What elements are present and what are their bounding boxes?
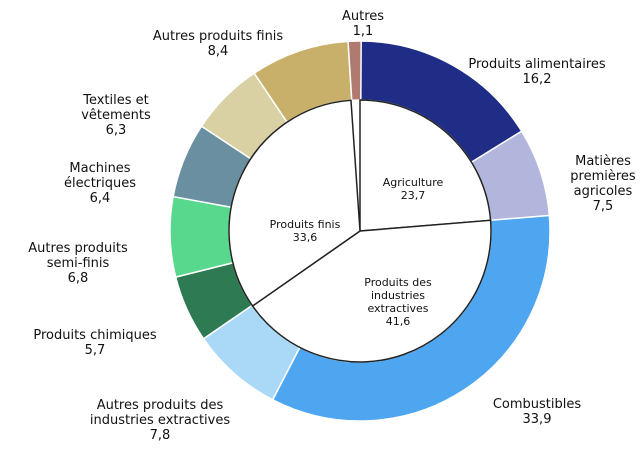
slice-label: Textiles et vêtements — [81, 93, 151, 123]
label-line: agricoles — [574, 184, 633, 199]
label-line: Autres produits finis — [153, 29, 284, 44]
value-label: 5,7 — [85, 343, 106, 358]
label-line: extractives — [367, 302, 428, 315]
label-line: industries extractives — [90, 413, 230, 428]
label-line: semi-finis — [47, 256, 110, 271]
value-label: 6,4 — [90, 191, 111, 206]
label-line: Produits finis — [270, 218, 341, 231]
slice-label: Autres produits semi-finis — [28, 241, 128, 271]
inner-sector — [228, 99, 361, 308]
value-label: 16,2 — [523, 72, 552, 87]
label-line: électriques — [64, 176, 136, 191]
label-line: Matières — [575, 154, 631, 169]
value-label: 6,8 — [68, 271, 89, 286]
slice-label: Matières premières agricoles — [570, 154, 636, 199]
slice-label: Autres produits finis — [153, 29, 284, 44]
slice-label: Produits alimentaires — [468, 57, 606, 72]
slice-label: Combustibles — [493, 397, 582, 412]
value-label: 23,7 — [401, 189, 426, 202]
slice-label: Machines électriques — [64, 161, 136, 191]
value-label: 41,6 — [386, 315, 411, 328]
label-line: Machines — [69, 161, 130, 176]
value-label: 7,8 — [150, 428, 171, 443]
slice-label: Produits chimiques — [33, 328, 156, 343]
label-line: Produits chimiques — [33, 328, 156, 343]
slice-label: Produits finis — [270, 218, 341, 231]
label-line: Produits des — [364, 276, 432, 289]
slice-label: Autres produits des industries extractive… — [90, 398, 230, 428]
ring-segment — [169, 195, 234, 279]
label-line: Agriculture — [383, 176, 444, 189]
slice-label: Agriculture — [383, 176, 444, 189]
label-line: vêtements — [81, 108, 151, 123]
label-line: Autres produits — [28, 241, 128, 256]
label-line: premières — [570, 169, 636, 184]
inner-sector — [359, 99, 492, 232]
inner-sector — [251, 219, 492, 363]
label-line: Combustibles — [493, 397, 582, 412]
label-line: Produits alimentaires — [468, 57, 606, 72]
value-label: 6,3 — [106, 123, 127, 138]
value-label: 33,9 — [523, 412, 552, 427]
value-label: 7,5 — [593, 199, 614, 214]
value-label: 33,6 — [293, 231, 318, 244]
label-line: Textiles et — [82, 93, 149, 108]
value-label: 8,4 — [208, 44, 229, 59]
label-line: Autres produits des — [97, 398, 224, 413]
label-line: Autres — [342, 9, 384, 24]
value-label: 1,1 — [353, 24, 374, 39]
slice-label: Autres — [342, 9, 384, 24]
slice-label: Produits des industries extractives — [364, 276, 432, 315]
label-line: industries — [371, 289, 425, 302]
